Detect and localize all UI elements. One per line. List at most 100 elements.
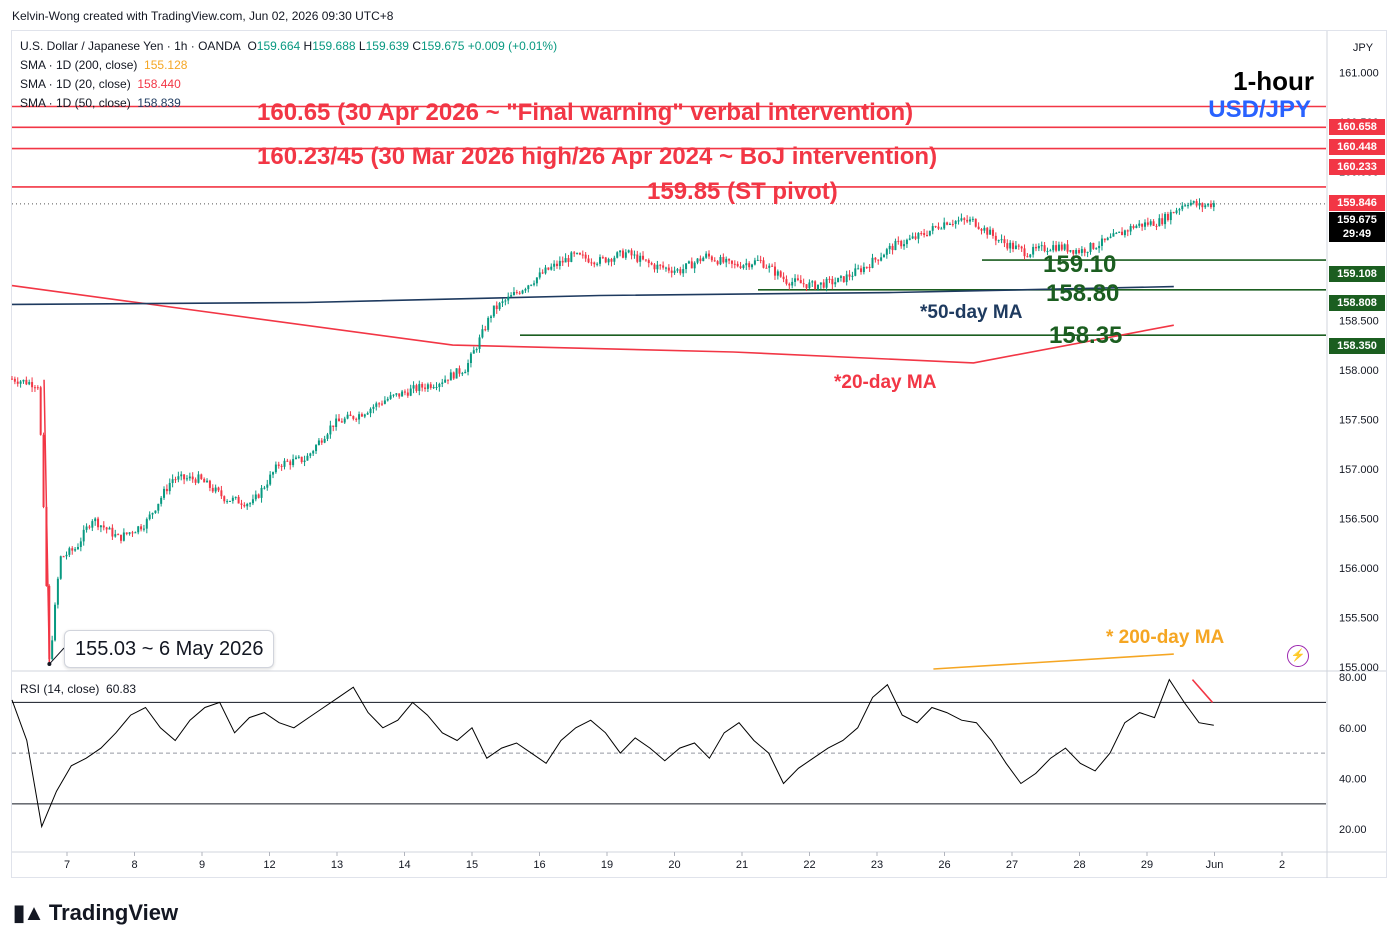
candle	[429, 382, 432, 390]
candle-body	[708, 253, 711, 257]
candle-body	[1132, 226, 1135, 228]
sma-50-legend[interactable]: SMA · 1D (50, close) 158.839	[20, 96, 181, 110]
candle	[432, 384, 435, 390]
candle	[842, 276, 845, 283]
candle	[449, 369, 452, 381]
candle-body	[576, 252, 579, 254]
candle-body	[160, 497, 163, 504]
candle	[125, 532, 128, 536]
sma-line	[11, 285, 1174, 306]
candle-body	[154, 510, 157, 513]
axis-currency[interactable]: JPY	[1352, 42, 1374, 54]
candle	[512, 287, 515, 296]
candle-body	[507, 296, 510, 301]
time-tick-label: 20	[668, 859, 680, 871]
candle	[676, 267, 679, 273]
rsi-legend[interactable]: RSI (14, close) 60.83	[20, 682, 136, 696]
candle	[541, 269, 544, 275]
candle	[31, 377, 34, 393]
candle	[1037, 243, 1040, 252]
candle	[547, 267, 550, 271]
bar-countdown: 29:49	[1342, 228, 1372, 240]
candle-body	[33, 387, 36, 389]
candle	[751, 263, 754, 270]
candle-body	[1023, 248, 1026, 257]
candle-body	[223, 496, 226, 502]
ma200-note[interactable]: * 200-day MA	[1106, 627, 1225, 648]
time-tick-label: 26	[938, 859, 950, 871]
resistance-note-2[interactable]: 160.23/45 (30 Mar 2026 high/26 Apr 2024 …	[257, 143, 938, 170]
support-note-3[interactable]: 158.35	[1049, 322, 1123, 349]
price-tag-159108: 159.108	[1329, 266, 1385, 282]
sma-50-label: SMA · 1D (50, close)	[20, 96, 131, 110]
time-tick-label: 19	[601, 859, 613, 871]
candle-body	[326, 434, 329, 439]
candle-body	[266, 484, 269, 488]
resistance-note-1[interactable]: 160.65 (30 Apr 2026 ~ "Final warning" ve…	[257, 99, 914, 126]
candle-body	[911, 236, 914, 239]
candle-body	[277, 464, 280, 466]
candle-body	[788, 283, 791, 286]
candle	[306, 453, 309, 461]
candle-body	[1020, 246, 1023, 249]
candle	[782, 272, 785, 283]
lightning-icon[interactable]: ⚡	[1287, 645, 1309, 667]
candle-body	[1006, 243, 1009, 249]
candle-body	[1178, 209, 1181, 211]
support-note-1[interactable]: 159.10	[1043, 251, 1117, 278]
candle-body	[349, 414, 352, 417]
price-tick-label: 157.000	[1339, 464, 1379, 476]
candle	[1184, 203, 1187, 207]
candle	[877, 259, 880, 265]
candle-body	[805, 284, 808, 289]
candle	[1060, 241, 1063, 252]
low-callout[interactable]: 155.03 ~ 6 May 2026	[64, 630, 275, 668]
candle-body	[971, 218, 974, 220]
candle-body	[954, 221, 957, 225]
ma20-note[interactable]: *20-day MA	[834, 372, 937, 393]
candle	[71, 546, 74, 555]
candle	[957, 216, 960, 225]
candle-body	[515, 292, 518, 294]
candle	[11, 375, 13, 380]
candle-body	[825, 278, 828, 288]
candle	[329, 420, 332, 439]
sma-200-value: 155.128	[144, 58, 188, 72]
candle-body	[358, 414, 361, 420]
candle-body	[535, 277, 538, 284]
candle-body	[699, 258, 702, 262]
candle	[917, 232, 920, 244]
candle-body	[254, 494, 257, 500]
candle-body	[880, 257, 883, 261]
candle	[819, 282, 822, 290]
candle	[1012, 240, 1015, 253]
candle-body	[211, 487, 214, 492]
candle	[415, 383, 418, 393]
candle-body	[997, 240, 1000, 242]
candle-body	[946, 222, 949, 225]
candle	[381, 400, 384, 407]
candle	[274, 461, 277, 474]
sma-200-legend[interactable]: SMA · 1D (200, close) 155.128	[20, 58, 187, 72]
candle	[1046, 247, 1049, 256]
candle-body	[25, 379, 28, 385]
candle-body	[1098, 245, 1101, 249]
tradingview-brand: TradingView	[48, 900, 179, 925]
candle-body	[134, 532, 137, 534]
pivot-note[interactable]: 159.85 (ST pivot)	[647, 178, 838, 205]
candle-body	[885, 249, 888, 255]
support-note-2[interactable]: 158.80	[1046, 280, 1120, 307]
candle	[1135, 224, 1138, 229]
candle-body	[1198, 203, 1201, 206]
candle-body	[963, 218, 966, 220]
candle	[1195, 198, 1198, 208]
candle	[624, 249, 627, 260]
candle	[871, 253, 874, 269]
time-tick-label: 27	[1006, 859, 1018, 871]
symbol-legend[interactable]: U.S. Dollar / Japanese Yen · 1h · OANDA …	[20, 39, 557, 53]
tradingview-logo[interactable]: ▮▲ TradingView	[13, 900, 178, 926]
candle	[412, 381, 415, 394]
ma50-note[interactable]: *50-day MA	[920, 302, 1023, 323]
sma-20-legend[interactable]: SMA · 1D (20, close) 158.440	[20, 77, 181, 91]
